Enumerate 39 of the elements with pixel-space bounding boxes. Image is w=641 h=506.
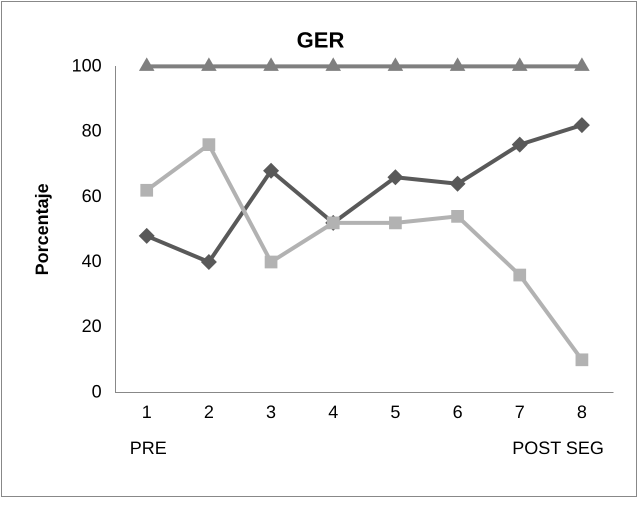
point	[450, 176, 466, 192]
y-tick-label: 0	[92, 381, 102, 402]
y-tick-label: 40	[82, 250, 102, 271]
y-axis-title: Porcentaje	[32, 183, 52, 276]
x-tick-label: 2	[204, 402, 214, 422]
x-tick-label: 8	[576, 402, 587, 422]
x-tick-label: 6	[452, 402, 463, 422]
x-tick-label: 1	[142, 402, 152, 422]
point	[450, 57, 466, 71]
point	[574, 57, 590, 71]
point	[513, 268, 526, 282]
point	[512, 136, 528, 153]
point	[202, 138, 216, 152]
point	[387, 169, 404, 186]
y-tick-label: 80	[82, 120, 102, 141]
point	[138, 57, 155, 71]
x-tick-label: 4	[328, 402, 338, 422]
chart-title: GER	[296, 27, 344, 52]
y-tick-label: 60	[82, 186, 102, 206]
x-tick-label: 7	[514, 402, 525, 422]
point	[388, 57, 404, 71]
point	[512, 57, 528, 71]
point	[140, 184, 154, 197]
x-tick-label: 5	[390, 402, 400, 422]
point	[574, 117, 590, 134]
y-tick-label: 20	[82, 316, 102, 336]
point	[451, 210, 464, 223]
point	[200, 254, 217, 270]
point	[325, 57, 342, 71]
point	[263, 57, 279, 71]
x-tick-label: 3	[266, 402, 276, 422]
text: PRE	[130, 438, 167, 458]
point	[389, 216, 402, 230]
point	[138, 228, 155, 244]
y-tick-label: 100	[72, 55, 102, 76]
point	[263, 162, 280, 179]
point	[201, 57, 217, 71]
text: POST SEG	[512, 438, 604, 458]
point	[264, 256, 278, 268]
